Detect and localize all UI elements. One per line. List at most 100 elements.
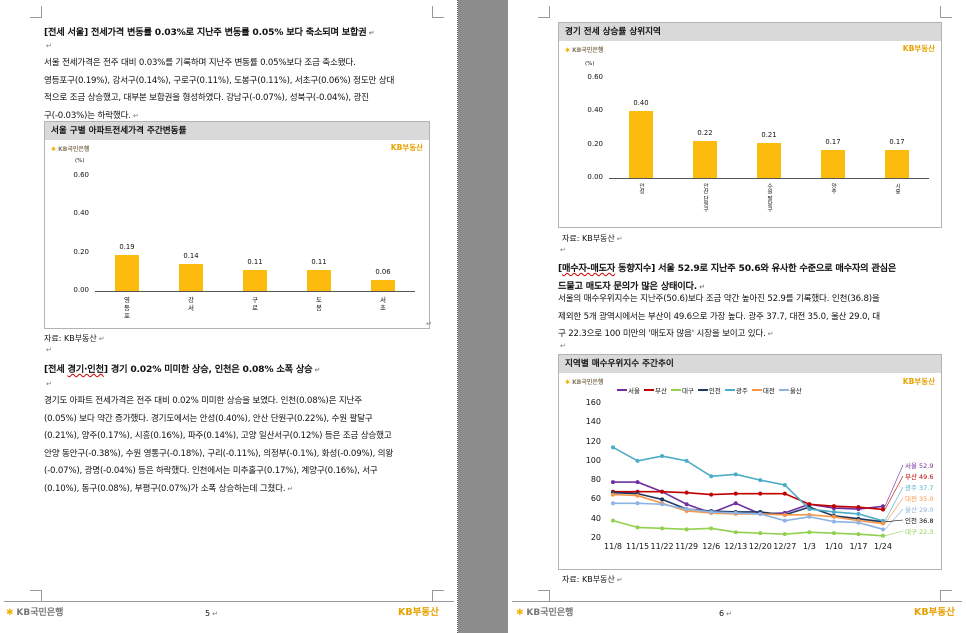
series-line-부산 (613, 490, 884, 511)
kb-realestate-logo: KB부동산 (902, 377, 935, 386)
legend-item: 인천 (697, 385, 721, 395)
data-point (660, 489, 665, 494)
data-point (611, 501, 615, 506)
y-tick-label: 0.60 (73, 171, 89, 179)
data-point (611, 480, 615, 485)
bar-value-label: 0.11 (311, 257, 327, 266)
para-mark: ↵ (426, 320, 432, 328)
line-chart-box: 지역별 매수우위지수 주간추이 ✱ KB국민은행 KB부동산 서울 부산 대구 인천 광… (558, 354, 942, 570)
data-point (660, 502, 665, 507)
crop-mark (538, 590, 550, 602)
series-end-label: 대구 22.3 (905, 528, 934, 536)
kb-realestate-logo: KB부동산 (390, 143, 423, 152)
bar-value-label: 0.06 (375, 267, 391, 276)
y-tick-label: 80 (590, 475, 601, 485)
data-point (782, 491, 787, 496)
data-point (758, 531, 763, 536)
data-point (611, 445, 615, 450)
gridline (95, 176, 415, 177)
legend-label: 서울 (628, 387, 640, 395)
legend-label: 인천 (708, 387, 721, 395)
series-end-label: 대전 35.0 (905, 495, 934, 503)
page-gap (458, 0, 508, 633)
label-leader-line (884, 486, 904, 522)
empty-para: ↵ (560, 246, 566, 254)
legend-item: 울산 (778, 385, 802, 395)
y-tick-label: 0.60 (587, 73, 603, 81)
label-leader-line (884, 497, 904, 524)
legend-swatch (697, 389, 708, 391)
data-point (807, 502, 812, 507)
data-point (684, 527, 689, 532)
x-axis-line (609, 178, 929, 179)
y-tick-label: 0.40 (587, 106, 603, 115)
x-category-label: 시흥 (894, 183, 900, 194)
bar-value-label: 0.17 (825, 137, 841, 146)
data-point (733, 510, 738, 515)
crop-mark (940, 590, 952, 602)
data-point (733, 472, 738, 477)
y-unit-label: (%) (75, 158, 85, 164)
page-separator (457, 0, 458, 633)
gyeonggi-chart-box: 경기 전세 상승률 상위지역 ✱ KB국민은행 KB부동산 (%) 0.60 0.… (558, 22, 942, 228)
data-point (782, 532, 787, 537)
data-point (856, 511, 861, 516)
data-point (758, 478, 763, 483)
data-point (807, 530, 812, 535)
gyeonggi-heading: [전세 경기·인천] 경기 0.02% 미미한 상승, 인천은 0.08% 소폭… (44, 364, 321, 375)
label-leader-line (884, 475, 904, 510)
legend-swatch (617, 389, 627, 391)
buyer-heading: [매수자-매도자 동향지수] 서울 52.9로 지난주 50.6와 유사한 수준… (558, 263, 897, 292)
data-point (782, 482, 787, 487)
bar (307, 269, 331, 291)
bar (243, 269, 267, 291)
data-point (881, 527, 885, 532)
y-tick-label: 160 (585, 398, 601, 407)
data-point (684, 490, 689, 495)
empty-para: ↵ (46, 42, 52, 50)
data-point (660, 454, 665, 459)
bar (693, 141, 717, 178)
x-tick-label: 11/15 (626, 542, 650, 551)
x-category-label: 서초 (380, 296, 386, 312)
document-page-6: 경기 전세 상승률 상위지역 ✱ KB국민은행 KB부동산 (%) 0.60 0.… (508, 0, 966, 633)
line-chart-source: 자료: KB부동산 ↵ (562, 575, 623, 584)
chart-legend: 서울 부산 대구 인천 광주 대전 울산 (617, 385, 802, 395)
legend-label: 대구 (681, 387, 694, 395)
bar (371, 279, 395, 291)
data-point (660, 497, 665, 502)
data-point (831, 531, 836, 536)
y-unit-label: (%) (585, 61, 595, 67)
x-category-label: 양주 (830, 183, 836, 194)
y-tick-label: 0.20 (587, 139, 603, 148)
legend-swatch (670, 389, 681, 391)
legend-swatch (751, 389, 762, 391)
seoul-body: 서울 전세가격은 전주 대비 0.03%를 기록하며 지난주 변동률 0.05%… (44, 58, 395, 121)
data-point (684, 502, 689, 507)
footer-rule (512, 601, 962, 602)
kb-bank-logo: ✱ KB국민은행 (565, 47, 604, 54)
legend-item: 부산 (643, 385, 667, 395)
y-tick-label: 0.00 (587, 173, 603, 181)
footer-kb-realestate-logo: KB부동산 (398, 607, 439, 618)
x-tick-label: 12/13 (724, 542, 748, 551)
series-line-서울 (613, 481, 884, 515)
gridline (609, 111, 929, 112)
x-tick-label: 11/8 (604, 542, 622, 551)
footer-kb-bank-logo: ✱ KB국민은행 (6, 608, 64, 618)
x-category-label: 도봉 (316, 296, 322, 312)
data-point (831, 509, 836, 514)
x-category-label: 강서 (188, 296, 194, 312)
kb-realestate-logo: KB부동산 (902, 44, 935, 53)
data-point (881, 504, 885, 509)
series-line-울산 (613, 502, 884, 531)
bar-value-label: 0.11 (247, 257, 263, 266)
series-line-인천 (612, 491, 884, 523)
kb-star-icon: ✱ (565, 47, 571, 54)
bar-value-label: 0.40 (633, 99, 649, 108)
seoul-chart-box: 서울 구별 아파트전세가격 주간변동률 ✱ KB국민은행 KB부동산 (%) 0… (44, 121, 430, 329)
bar-value-label: 0.22 (697, 129, 713, 138)
crop-mark (432, 590, 444, 602)
crop-mark (940, 6, 952, 18)
legend-swatch (643, 389, 654, 391)
